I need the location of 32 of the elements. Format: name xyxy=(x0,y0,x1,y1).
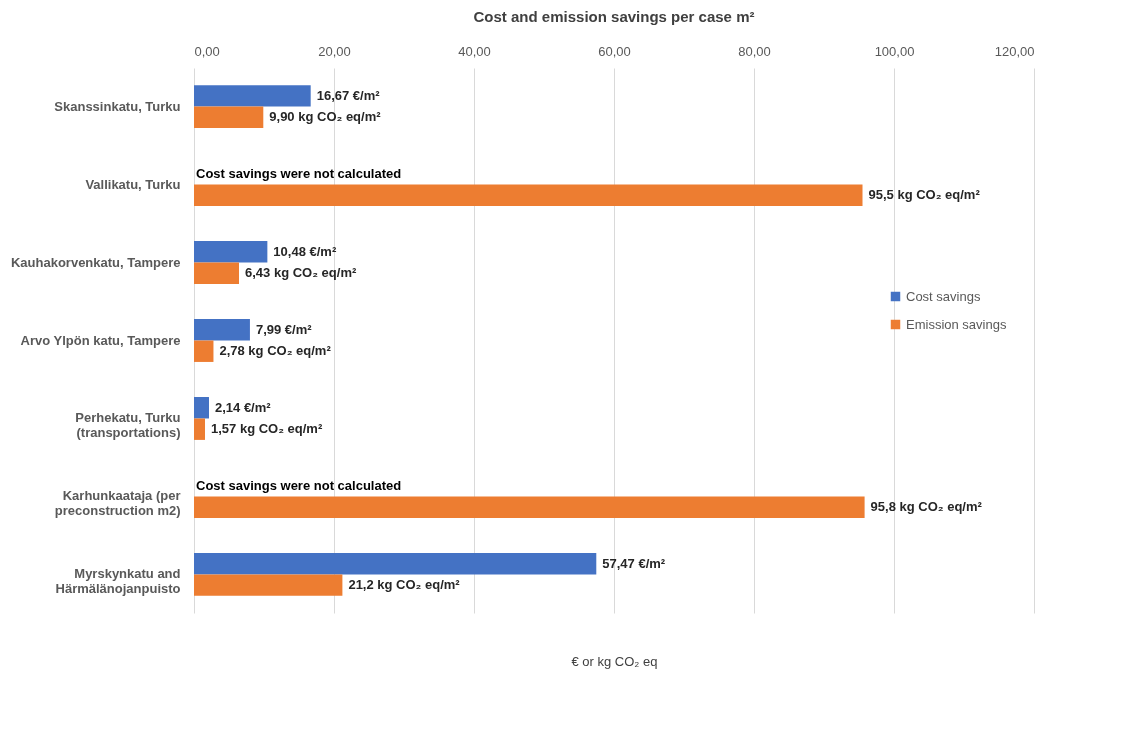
y-tick-label: Myrskynkatu and Härmälänojanpuisto xyxy=(55,566,181,597)
chart-title: Cost and emission savings per case m² xyxy=(473,8,755,25)
x-tick-label: 0,00 xyxy=(194,43,220,59)
annotation: Cost savings were not calculated xyxy=(196,165,402,181)
y-tick-label: Perhekatu, Turku (transportations) xyxy=(75,410,181,441)
data-label: 2,78 kg CO₂ eq/m² xyxy=(219,343,332,359)
data-label: 10,48 €/m² xyxy=(273,243,337,259)
data-label: 16,67 €/m² xyxy=(316,87,381,103)
data-label: 7,99 €/m² xyxy=(255,321,313,337)
legend-label: Emission savings xyxy=(906,316,1007,332)
x-tick-label: 20,00 xyxy=(318,43,351,59)
data-label: 57,47 €/m² xyxy=(602,555,666,571)
legend-label: Cost savings xyxy=(906,288,981,304)
data-label: 1,57 kg CO₂ eq/m² xyxy=(210,421,323,437)
data-label: 6,43 kg CO₂ eq/m² xyxy=(245,265,357,281)
x-axis-title: € or kg CO₂ eq xyxy=(571,653,658,669)
y-tick-label: Kauhakorvenkatu, Tampere xyxy=(10,254,181,270)
x-tick-label: 40,00 xyxy=(458,43,491,59)
y-tick-label: Karhunkaataja (per preconstruction m2) xyxy=(54,488,181,519)
data-label: 9,90 kg CO₂ eq/m² xyxy=(269,109,382,125)
data-label: 95,8 kg CO₂ eq/m² xyxy=(870,499,983,515)
x-tick-label: 60,00 xyxy=(598,43,631,59)
annotation: Cost savings were not calculated xyxy=(196,477,402,493)
x-tick-label: 120,00 xyxy=(994,43,1035,59)
y-tick-label: Skanssinkatu, Turku xyxy=(54,98,181,114)
data-label: 95,5 kg CO₂ eq/m² xyxy=(868,187,981,203)
data-label: 2,14 €/m² xyxy=(214,399,272,415)
x-tick-label: 100,00 xyxy=(874,43,915,59)
y-tick-label: Vallikatu, Turku xyxy=(85,176,181,192)
data-label: 21,2 kg CO₂ eq/m² xyxy=(348,577,461,593)
y-tick-label: Arvo Ylpön katu, Tampere xyxy=(20,332,181,348)
x-tick-label: 80,00 xyxy=(738,43,771,59)
